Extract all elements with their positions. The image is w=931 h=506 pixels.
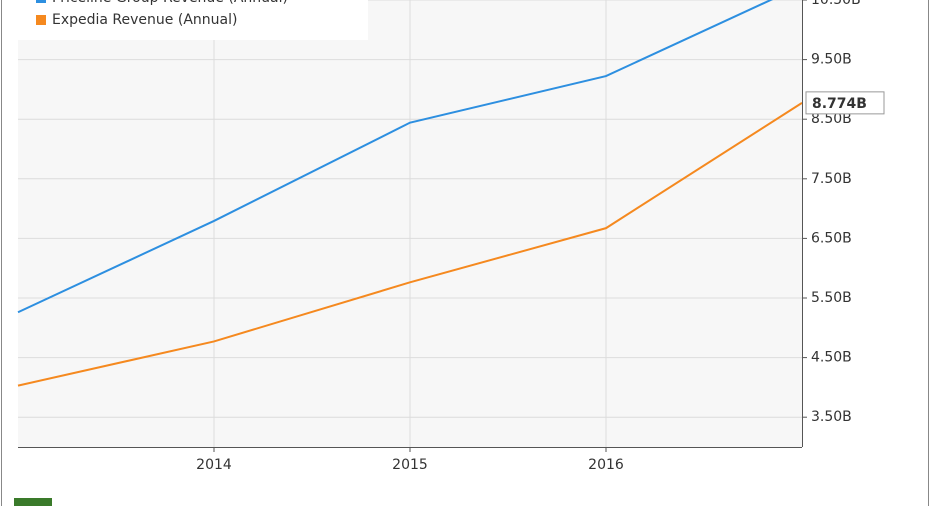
y-tick-label: 3.50B (811, 409, 852, 425)
legend-label: Expedia Revenue (Annual) (52, 12, 237, 28)
x-tick-label: 2015 (392, 457, 428, 473)
y-tick-label: 5.50B (811, 290, 852, 306)
legend-swatch (36, 15, 46, 25)
grid (18, 0, 807, 452)
x-tick-label: 2014 (196, 457, 232, 473)
y-tick-label: 10.50B (811, 0, 861, 8)
legend-box (18, 0, 368, 40)
legend: Priceline Group Revenue (Annual) Expedia … (18, 0, 368, 40)
legend-label: Priceline Group Revenue (Annual) (52, 0, 288, 6)
y-tick-label: 7.50B (811, 171, 852, 187)
value-label: 8.774B (812, 96, 867, 112)
x-tick-label: 2016 (588, 457, 624, 473)
lines (17, 0, 803, 387)
legend-swatch (36, 0, 46, 3)
labels: 3.50B 4.50B 5.50B 6.50B 7.50B 8.50B 9.50B 10.50… (196, 0, 885, 473)
series-line (17, 102, 803, 387)
y-tick-label: 9.50B (811, 52, 852, 68)
y-tick-label: 8.50B (811, 111, 852, 127)
y-tick-label: 6.50B (811, 230, 852, 246)
logo (14, 498, 52, 506)
series-line (17, 0, 774, 314)
y-tick-label: 4.50B (811, 350, 852, 366)
value-label-box (805, 91, 885, 115)
